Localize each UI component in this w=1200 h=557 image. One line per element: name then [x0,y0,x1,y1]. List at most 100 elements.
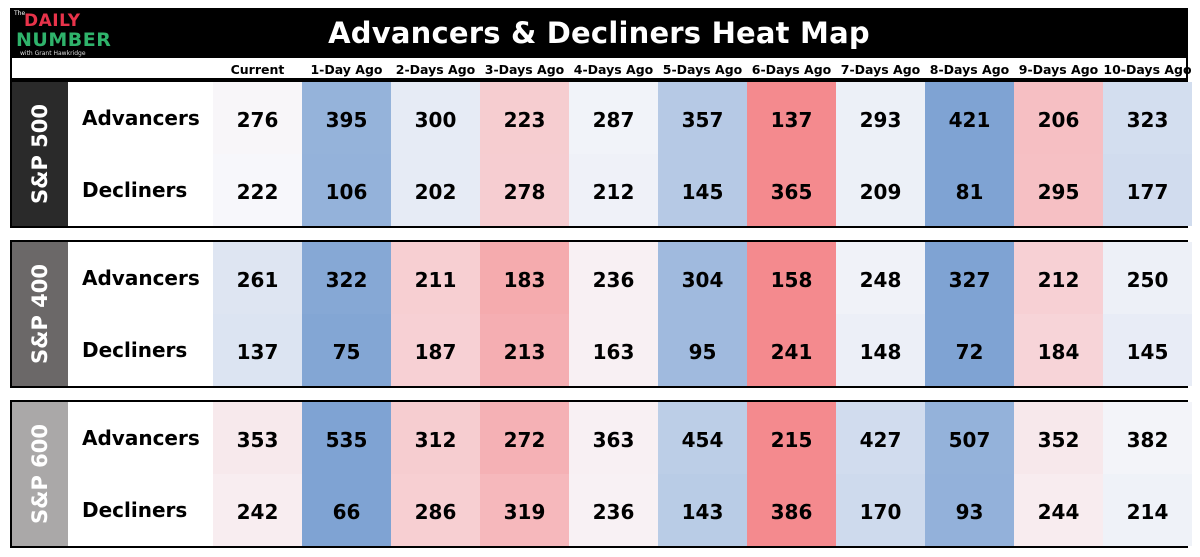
column-header: 5-Days Ago [662,62,743,77]
index-label: S&P 400 [28,264,52,364]
heatmap-cell: 223 [480,82,569,154]
heatmap-cell: 81 [925,154,1014,226]
heatmap-cell: 202 [391,154,480,226]
daily-number-logo: The DAILY NUMBER with Grant Hawkridge [12,8,122,60]
heatmap-cell: 352 [1014,402,1103,474]
column-header: 2-Days Ago [395,62,476,77]
heatmap-cell: 421 [925,82,1014,154]
heatmap-cell: 215 [747,402,836,474]
heatmap-cell: 212 [569,154,658,226]
index-panel: S&P 400 Advancers 261 322 211 183 236 304 158 248… [10,240,1192,388]
heatmap-cell: 287 [569,82,658,154]
row-label: Decliners [82,498,188,522]
index-band: S&P 500 [12,82,68,226]
row-label: Advancers [82,106,200,130]
heatmap-cell: 300 [391,82,480,154]
heatmap-cell: 248 [836,242,925,314]
column-headers: Current 1-Day Ago 2-Days Ago 3-Days Ago 4-Da… [10,58,1192,80]
index-panel: S&P 600 Advancers 353 535 312 272 363 454 215 427… [10,400,1192,548]
heatmap-cell: 286 [391,474,480,546]
title-bar: The DAILY NUMBER with Grant Hawkridge Ad… [10,8,1188,58]
row-label: Decliners [82,338,188,362]
heatmap-cell: 75 [302,314,391,386]
heatmap-cell: 170 [836,474,925,546]
heatmap-cell: 213 [480,314,569,386]
logo-subtitle: with Grant Hawkridge [20,50,86,57]
heatmap-cell: 145 [658,154,747,226]
column-header: 6-Days Ago [751,62,832,77]
heatmap-cell: 386 [747,474,836,546]
heatmap-cell: 319 [480,474,569,546]
column-header: 10-Days Ago [1103,62,1192,77]
heatmap-cell: 66 [302,474,391,546]
column-header: 8-Days Ago [929,62,1010,77]
heatmap-cell: 454 [658,402,747,474]
heatmap-cell: 241 [747,314,836,386]
heatmap-cell: 535 [302,402,391,474]
heatmap-cell: 293 [836,82,925,154]
heatmap-cell: 353 [213,402,302,474]
row-label: Advancers [82,426,200,450]
heatmap-cell: 212 [1014,242,1103,314]
heatmap-cell: 72 [925,314,1014,386]
row-label: Advancers [82,266,200,290]
column-header: 7-Days Ago [840,62,921,77]
heatmap-cell: 395 [302,82,391,154]
heatmap-cell: 427 [836,402,925,474]
index-band: S&P 400 [12,242,68,386]
heatmap-cell: 148 [836,314,925,386]
heatmap-cell: 95 [658,314,747,386]
index-label: S&P 500 [28,104,52,204]
heatmap-cell: 365 [747,154,836,226]
heatmap-cell: 211 [391,242,480,314]
heatmap-cell: 145 [1103,314,1192,386]
heatmap-cell: 261 [213,242,302,314]
column-header: Current [230,62,285,77]
column-header: 3-Days Ago [484,62,565,77]
logo-the-text: The [14,10,26,17]
heatmap-cell: 507 [925,402,1014,474]
heatmap-cell: 278 [480,154,569,226]
column-header: 4-Days Ago [573,62,654,77]
heatmap-cell: 242 [213,474,302,546]
heatmap-cell: 106 [302,154,391,226]
index-panel: S&P 500 Advancers 276 395 300 223 287 357 137 293… [10,80,1192,228]
heatmap-cell: 209 [836,154,925,226]
heatmap-cell: 272 [480,402,569,474]
heatmap-cell: 177 [1103,154,1192,226]
heatmap-cell: 250 [1103,242,1192,314]
heatmap-cell: 93 [925,474,1014,546]
heatmap-cell: 236 [569,242,658,314]
chart-title: Advancers & Decliners Heat Map [328,16,870,50]
index-band: S&P 600 [12,402,68,546]
heatmap-cell: 304 [658,242,747,314]
heatmap-cell: 295 [1014,154,1103,226]
heatmap-cell: 184 [1014,314,1103,386]
heatmap-cell: 143 [658,474,747,546]
heatmap-cell: 183 [480,242,569,314]
column-header: 1-Day Ago [310,62,383,77]
heatmap-cell: 244 [1014,474,1103,546]
index-label: S&P 600 [28,424,52,524]
heatmap-cell: 163 [569,314,658,386]
heatmap-cell: 363 [569,402,658,474]
heatmap-cell: 276 [213,82,302,154]
heatmap-cell: 137 [213,314,302,386]
heatmap-cell: 323 [1103,82,1192,154]
heatmap-cell: 382 [1103,402,1192,474]
heatmap-cell: 187 [391,314,480,386]
heatmap-cell: 206 [1014,82,1103,154]
heatmap-cell: 322 [302,242,391,314]
heatmap-cell: 214 [1103,474,1192,546]
row-label: Decliners [82,178,188,202]
heatmap-cell: 158 [747,242,836,314]
logo-daily-text: DAILY [24,11,81,31]
heatmap-cell: 236 [569,474,658,546]
logo-number-text: NUMBER [16,29,112,51]
column-header: 9-Days Ago [1018,62,1099,77]
heatmap-cell: 312 [391,402,480,474]
heatmap-cell: 137 [747,82,836,154]
heatmap-cell: 357 [658,82,747,154]
heatmap-cell: 222 [213,154,302,226]
heatmap-cell: 327 [925,242,1014,314]
